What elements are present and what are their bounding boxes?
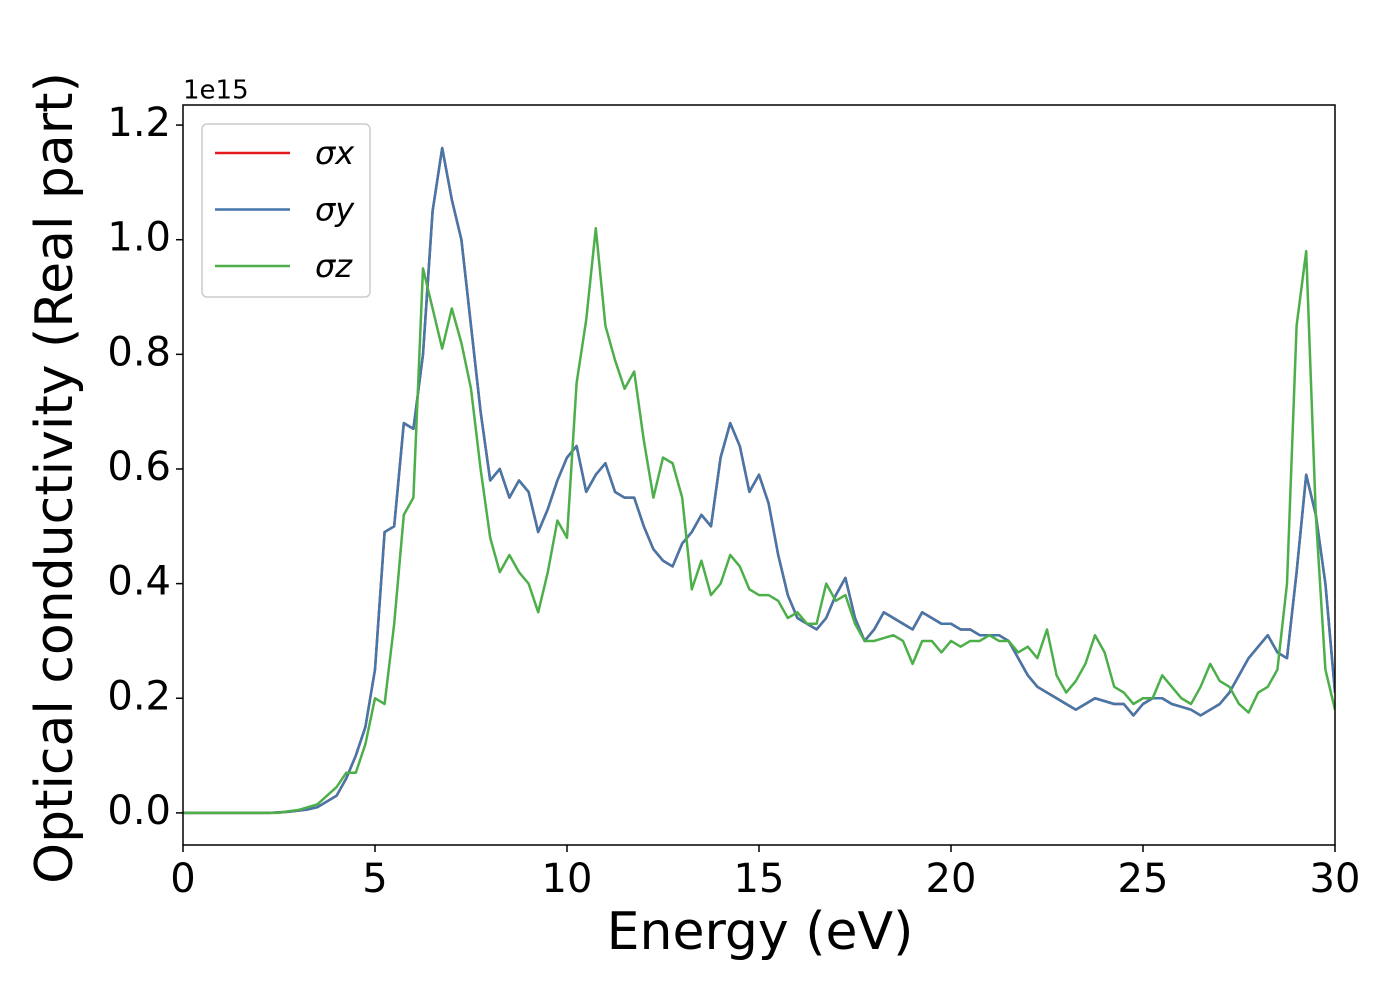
- x-axis-label: Energy (eV): [607, 902, 914, 962]
- plot-frame: [182, 104, 1336, 846]
- y-axis-label: Optical conductivity (Real part): [25, 72, 85, 884]
- y-tick-label: 0.0: [107, 788, 171, 834]
- y-tick-label: 1.0: [107, 215, 171, 261]
- legend-label: σx: [315, 134, 355, 172]
- x-tick-label: 5: [362, 856, 387, 902]
- series-line: [183, 146, 1335, 815]
- x-tick-label: 25: [1118, 856, 1169, 902]
- y-tick-label: 1.2: [107, 100, 171, 146]
- x-tick-label: 10: [542, 856, 593, 902]
- series-line: [183, 226, 1335, 815]
- y-tick-label: 0.6: [107, 444, 171, 490]
- legend-label: σz: [315, 247, 353, 285]
- x-tick-label: 0: [170, 856, 195, 902]
- x-tick-label: 30: [1310, 856, 1361, 902]
- legend-label: σy: [315, 191, 355, 229]
- y-offset-label: 1e15: [183, 76, 249, 106]
- y-tick-label: 0.8: [107, 329, 171, 375]
- y-tick-label: 0.2: [107, 673, 171, 719]
- x-tick-label: 15: [734, 856, 785, 902]
- x-tick-label: 20: [926, 856, 977, 902]
- y-tick-label: 0.4: [107, 559, 171, 605]
